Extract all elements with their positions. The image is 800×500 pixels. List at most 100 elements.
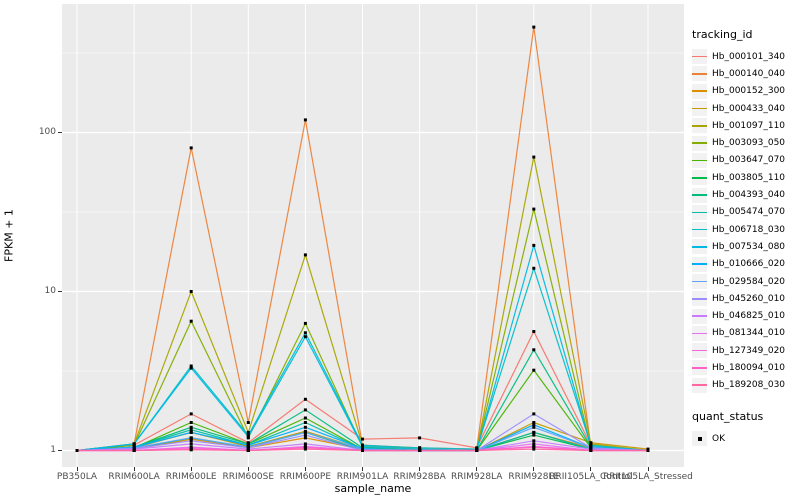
x-tick-label: RRIM928LA: [450, 472, 503, 482]
data-point-marker: [532, 243, 536, 247]
legend-title-tracking-id: tracking_id: [692, 28, 753, 41]
data-point-marker: [189, 442, 193, 446]
legend-key-swatch: [692, 83, 707, 99]
legend-item-Hb_000152_300: Hb_000152_300: [692, 83, 798, 100]
legend-item-Hb_189208_030: Hb_189208_030: [692, 377, 798, 394]
data-point-marker: [303, 430, 307, 434]
legend-key-swatch: [692, 325, 707, 341]
legend-line-icon: [692, 315, 707, 317]
x-tick-mark: [476, 467, 478, 471]
data-point-marker: [189, 146, 193, 150]
x-tick-label: RRIM600LE: [165, 472, 217, 482]
legend-key-swatch: [692, 274, 707, 289]
legend-line-icon: [692, 332, 707, 335]
legend-key-swatch: [692, 101, 707, 117]
data-point-marker: [246, 435, 250, 439]
legend-item-label: Hb_180094_010: [712, 362, 786, 373]
legend-item-label: Hb_000101_340: [712, 51, 786, 62]
data-point-marker: [189, 439, 193, 443]
data-point-marker: [246, 421, 250, 424]
legend-item-label: Hb_189208_030: [712, 380, 786, 391]
data-point-marker: [189, 436, 193, 440]
legend-item-label: Hb_045260_010: [712, 293, 786, 304]
legend-item-label: Hb_007534_080: [712, 241, 786, 252]
data-point-marker: [246, 430, 250, 434]
data-point-marker: [189, 448, 193, 452]
legend-line-icon: [692, 159, 707, 162]
chart-canvas: [62, 4, 684, 467]
data-point-marker: [303, 408, 307, 412]
data-point-marker: [303, 335, 307, 339]
legend-item-Hb_127349_020: Hb_127349_020: [692, 342, 798, 359]
data-point-marker: [646, 449, 650, 452]
data-point-marker: [532, 439, 536, 443]
legend-item-label: Hb_003805_110: [712, 172, 786, 183]
data-point-marker: [532, 423, 536, 427]
legend-item-label: Hb_001097_110: [712, 120, 786, 131]
x-tick-label: RRIM600LA: [108, 472, 160, 482]
legend-item-Hb_180094_010: Hb_180094_010: [692, 359, 798, 376]
legend-line-icon: [692, 211, 707, 214]
legend-key-swatch: [692, 343, 707, 359]
data-point-marker: [303, 118, 307, 122]
data-point-marker: [303, 442, 307, 446]
data-point-marker: [303, 421, 307, 424]
legend-panel: tracking_id Hb_000101_340 Hb_000140_040 Hb…: [692, 28, 798, 447]
legend-key-swatch: [692, 170, 707, 186]
data-point-marker: [303, 321, 307, 325]
data-point-marker: [246, 433, 250, 437]
legend-item-label: Hb_127349_020: [712, 345, 786, 356]
data-point-marker: [532, 348, 536, 352]
legend-key-swatch: [692, 256, 707, 272]
legend-line-icon: [692, 263, 707, 265]
x-tick-mark: [190, 467, 192, 471]
data-point-marker: [532, 421, 536, 424]
data-point-marker: [303, 447, 307, 451]
data-point-marker: [418, 449, 422, 452]
data-point-marker: [532, 368, 536, 372]
data-point-marker: [475, 449, 479, 452]
data-point-marker: [532, 447, 536, 451]
x-tick-mark: [247, 467, 249, 471]
data-point-marker: [189, 430, 193, 434]
data-point-marker: [132, 449, 136, 452]
data-point-marker: [189, 428, 193, 432]
legend-key-swatch: [692, 204, 707, 220]
legend-key-swatch: [692, 135, 707, 151]
data-point-marker: [303, 425, 307, 429]
legend-key-swatch: [692, 360, 707, 376]
legend-item-label: Hb_006718_030: [712, 224, 786, 235]
data-point-marker: [303, 253, 307, 257]
legend-key-swatch: [692, 222, 707, 238]
legend-line-icon: [692, 246, 707, 248]
legend-item-label: Hb_005474_070: [712, 207, 786, 218]
legend-item-Hb_007534_080: Hb_007534_080: [692, 238, 798, 255]
legend-key-swatch: [692, 152, 707, 168]
legend-item-label: Hb_004393_040: [712, 190, 786, 201]
x-tick-mark: [133, 467, 135, 471]
x-tick-mark: [76, 467, 78, 471]
legend-line-icon: [692, 367, 707, 369]
y-tick-label: 1: [50, 445, 56, 455]
legend-key-swatch: [692, 239, 707, 255]
legend-key-swatch: [692, 291, 707, 307]
y-tick-mark: [58, 291, 62, 292]
legend-line-icon: [692, 90, 707, 93]
legend-key-swatch: [692, 187, 707, 203]
legend-item-label: Hb_000140_040: [712, 68, 786, 79]
y-tick-mark: [58, 132, 62, 133]
legend-item-Hb_001097_110: Hb_001097_110: [692, 117, 798, 134]
legend-line-icon: [692, 125, 707, 127]
legend-line-icon: [692, 384, 707, 387]
x-tick-label: RRIM928BA: [393, 472, 446, 482]
data-point-marker: [303, 397, 307, 401]
data-point-marker: [532, 25, 536, 29]
legend-item-Hb_046825_010: Hb_046825_010: [692, 307, 798, 324]
data-point-marker: [132, 442, 136, 446]
legend-item-Hb_029584_020: Hb_029584_020: [692, 273, 798, 290]
data-point-marker: [532, 412, 536, 416]
data-point-marker: [361, 445, 364, 448]
data-point-marker: [303, 436, 307, 440]
x-tick-mark: [362, 467, 363, 471]
